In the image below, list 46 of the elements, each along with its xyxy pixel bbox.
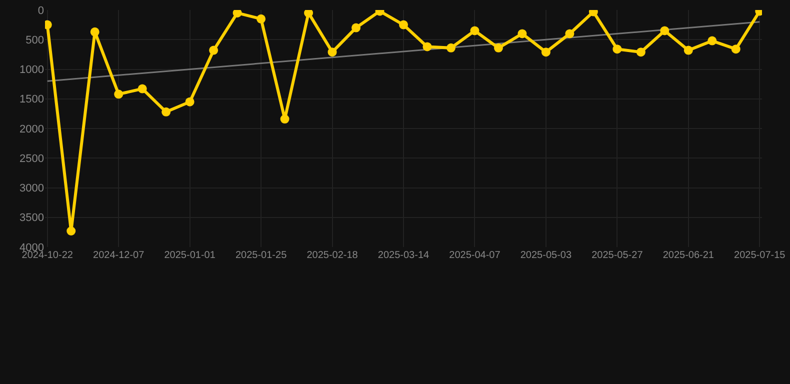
x-tick-label: 2025-03-14 — [378, 250, 430, 261]
point — [518, 29, 527, 38]
y-tick-label: 500 — [26, 34, 44, 46]
point — [185, 97, 194, 106]
point — [470, 26, 480, 36]
y-tick-label: 3500 — [20, 212, 44, 224]
point — [209, 46, 218, 55]
point — [731, 44, 740, 54]
point — [399, 20, 408, 30]
x-tick-label: 2025-05-03 — [520, 250, 572, 261]
point — [232, 10, 242, 18]
y-tick-label: 3000 — [20, 182, 44, 195]
point — [304, 10, 314, 18]
x-tick-label: 2025-04-07 — [449, 250, 501, 261]
x-tick-label: 2025-01-25 — [235, 250, 288, 261]
x-tick-label: 2025-01-01 — [164, 250, 216, 261]
point — [256, 14, 266, 24]
point — [114, 90, 124, 99]
point — [422, 42, 432, 52]
x-tick-label: 2025-06-21 — [662, 250, 714, 261]
point — [636, 48, 646, 57]
point — [708, 36, 717, 46]
x-tick-label: 2024-10-22 — [22, 250, 74, 261]
point — [280, 114, 290, 124]
x-tick-label: 2025-07-15 — [734, 250, 786, 261]
point — [684, 46, 693, 55]
point — [446, 43, 456, 52]
point — [138, 84, 147, 94]
point — [66, 226, 76, 236]
point — [612, 44, 622, 54]
x-tick-label: 2025-02-18 — [306, 250, 358, 261]
point — [162, 107, 171, 116]
point — [90, 27, 100, 36]
point — [328, 48, 337, 57]
y-tick-label: 1500 — [20, 94, 44, 106]
point — [494, 43, 503, 52]
point — [565, 29, 574, 38]
x-tick-label: 2025-05-27 — [592, 250, 644, 261]
y-tick-label: 2000 — [20, 123, 44, 136]
y-tick-label: 0 — [38, 4, 44, 17]
point — [352, 23, 361, 32]
point — [660, 26, 670, 36]
y-tick-label: 2500 — [20, 152, 44, 165]
y-tick-label: 1000 — [20, 64, 44, 76]
point — [541, 48, 550, 57]
x-tick-label: 2024-12-07 — [93, 250, 145, 261]
